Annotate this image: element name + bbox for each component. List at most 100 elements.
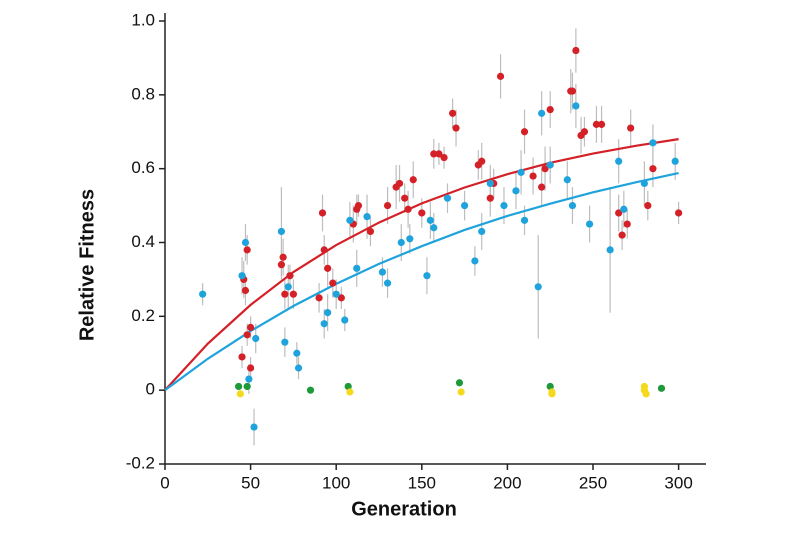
data-point xyxy=(236,390,244,398)
data-point xyxy=(585,220,594,228)
data-point xyxy=(512,187,520,195)
data-point xyxy=(306,386,315,394)
data-point xyxy=(486,179,494,188)
data-point xyxy=(529,172,537,180)
data-point xyxy=(440,153,448,162)
data-point xyxy=(406,235,414,243)
data-point xyxy=(401,194,409,202)
x-tick-label: 100 xyxy=(322,473,350,492)
data-point xyxy=(461,201,469,210)
data-point xyxy=(344,382,352,391)
data-point xyxy=(671,157,679,165)
data-point xyxy=(606,246,614,254)
y-tick-label: 0.2 xyxy=(131,306,155,325)
data-point xyxy=(346,388,354,396)
data-point xyxy=(500,201,508,210)
x-tick-label: 0 xyxy=(160,473,169,492)
fit-curve xyxy=(164,138,679,391)
data-point xyxy=(346,216,354,224)
data-point xyxy=(286,272,294,280)
data-point xyxy=(252,334,260,343)
data-point xyxy=(534,283,542,291)
x-axis-title: Generation xyxy=(351,498,457,520)
data-point xyxy=(243,331,251,339)
data-point xyxy=(452,124,460,132)
data-point xyxy=(471,257,479,265)
data-point xyxy=(289,290,298,298)
data-point xyxy=(199,290,207,298)
data-point xyxy=(478,157,486,165)
data-point xyxy=(363,213,371,221)
data-point xyxy=(572,46,580,55)
data-point xyxy=(620,205,628,213)
data-point xyxy=(279,253,287,261)
data-point xyxy=(409,176,417,184)
data-point xyxy=(520,216,529,224)
data-point xyxy=(538,109,546,117)
data-point xyxy=(597,120,606,128)
data-point xyxy=(496,72,505,80)
data-point xyxy=(332,290,340,298)
data-point xyxy=(657,384,666,392)
data-point xyxy=(642,390,650,398)
y-axis-title: Relative Fitness xyxy=(76,189,98,341)
data-point xyxy=(404,205,412,213)
data-point xyxy=(247,364,255,372)
data-point xyxy=(294,364,303,372)
data-point xyxy=(320,246,328,254)
y-tick-label: 0.6 xyxy=(131,158,155,177)
data-point xyxy=(517,168,525,176)
data-point xyxy=(675,209,683,217)
data-point xyxy=(644,201,652,210)
data-point xyxy=(277,227,286,236)
data-point xyxy=(449,109,457,117)
data-point xyxy=(383,201,392,210)
data-point xyxy=(568,201,577,210)
data-point xyxy=(243,246,251,254)
data-point xyxy=(318,209,327,217)
y-tick-label: 0.4 xyxy=(131,232,155,251)
data-point xyxy=(418,209,426,217)
fit-curve xyxy=(164,172,679,392)
data-point xyxy=(649,165,657,173)
y-tick-label: 0.8 xyxy=(131,84,155,103)
data-point xyxy=(341,316,349,324)
data-point xyxy=(572,102,580,110)
x-tick-label: 300 xyxy=(664,473,692,492)
data-point xyxy=(281,338,289,346)
data-point xyxy=(241,286,250,295)
data-point xyxy=(378,268,387,276)
data-point xyxy=(546,161,554,169)
data-point xyxy=(486,194,494,202)
data-point xyxy=(397,238,405,247)
data-point xyxy=(247,323,255,332)
data-point xyxy=(324,309,332,317)
data-point xyxy=(430,224,438,232)
data-point xyxy=(538,183,546,191)
x-tick-label: 150 xyxy=(408,473,436,492)
data-point xyxy=(568,87,577,95)
data-point xyxy=(284,283,292,291)
data-point xyxy=(354,201,363,210)
data-point xyxy=(315,294,323,302)
data-point xyxy=(281,290,289,298)
data-point xyxy=(627,124,635,132)
data-point xyxy=(277,261,286,269)
data-point xyxy=(541,165,549,173)
x-tick-label: 200 xyxy=(493,473,521,492)
data-point xyxy=(366,227,375,236)
data-point xyxy=(623,220,631,228)
data-point xyxy=(435,150,443,158)
data-point xyxy=(430,150,438,158)
data-point xyxy=(580,128,589,136)
y-tick-label: -0.2 xyxy=(126,453,155,472)
data-point xyxy=(324,264,332,272)
data-point xyxy=(615,209,623,217)
data-point xyxy=(615,157,623,165)
data-point xyxy=(238,272,246,280)
data-point xyxy=(329,279,337,287)
data-point xyxy=(241,238,250,247)
data-point xyxy=(443,194,452,202)
data-point xyxy=(618,231,626,239)
